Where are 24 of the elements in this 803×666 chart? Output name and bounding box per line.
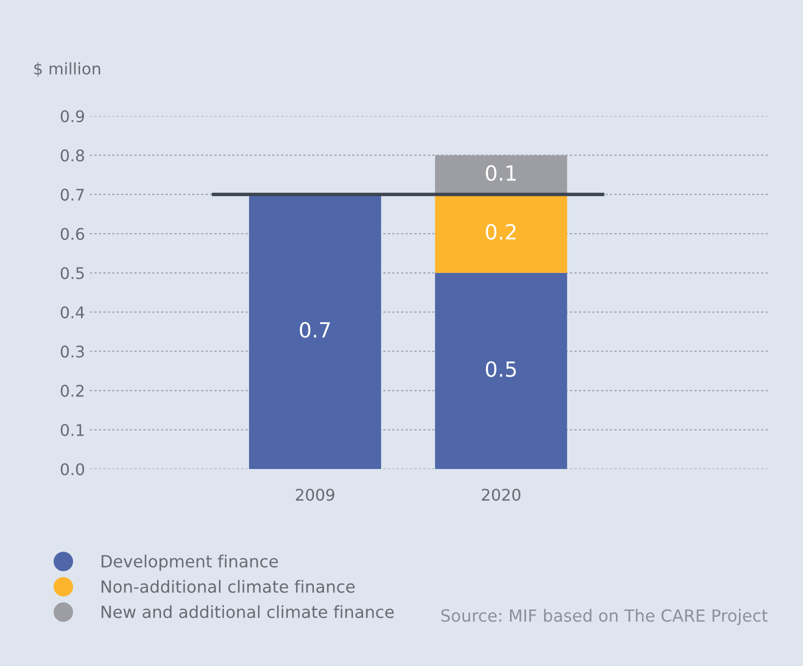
- y-tick-label: 0.8: [60, 149, 84, 162]
- data-label: 0.7: [300, 322, 330, 338]
- data-label: 0.5: [486, 361, 516, 377]
- source-note: Source: MIF based on The CARE Project: [441, 608, 768, 626]
- bar: [435, 194, 568, 273]
- y-tick-label: 0.5: [60, 267, 84, 280]
- legend-label: New and additional climate finance: [102, 605, 394, 618]
- x-tick-label: 2020: [482, 488, 520, 501]
- y-axis-title: $ million: [34, 62, 100, 77]
- legend-label: Development finance: [102, 554, 278, 571]
- x-tick-label: 2009: [296, 488, 334, 501]
- legend-label: Non-additional climate finance: [102, 580, 355, 593]
- y-tick-label: 0.2: [60, 384, 84, 397]
- y-tick-label: 0.6: [60, 228, 84, 240]
- data-label: 0.1: [486, 165, 516, 181]
- y-tick-label: 0.7: [60, 188, 84, 201]
- bar: [249, 194, 382, 469]
- bar: [435, 272, 568, 469]
- y-tick-label: 0.1: [60, 424, 84, 436]
- y-tick-label: 0.4: [60, 306, 84, 318]
- y-tick-label: 0.3: [60, 346, 84, 358]
- data-label: 0.2: [486, 224, 516, 240]
- y-tick-label: 0.9: [60, 110, 84, 122]
- y-tick-label: 0.0: [60, 463, 84, 476]
